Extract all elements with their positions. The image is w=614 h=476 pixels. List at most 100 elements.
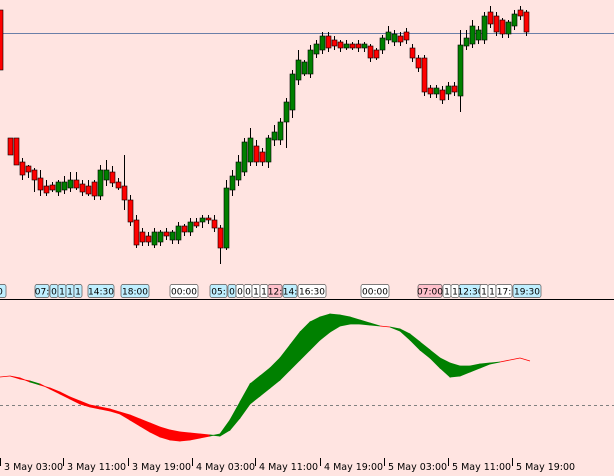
session-tag-box (209, 284, 228, 298)
candle-body (7, 137, 14, 156)
ribbon-segment (39, 383, 51, 390)
session-tag-box (169, 284, 199, 298)
candle-body (301, 61, 308, 75)
oscillator-ribbon (0, 313, 531, 442)
session-tag: 00:00 (169, 284, 199, 298)
ribbon-segment (159, 426, 171, 441)
candle (91, 180, 98, 200)
candle (409, 44, 416, 62)
candle (499, 18, 506, 38)
candle-body (511, 13, 518, 27)
ribbon-segment (509, 357, 521, 361)
candle-body (217, 227, 224, 249)
candle-body (247, 137, 254, 163)
candle-body (421, 57, 428, 93)
time-axis-text: 5 May 11:00 (452, 462, 511, 473)
candle-body (133, 219, 140, 246)
candle-body (487, 11, 494, 25)
candle (331, 36, 338, 50)
ribbon-segment (329, 313, 341, 333)
candle-body (259, 151, 266, 163)
candle-body (289, 73, 296, 111)
candle-body (397, 35, 404, 43)
candle (391, 30, 398, 46)
candle (355, 40, 362, 52)
candle (121, 155, 128, 210)
candle-body (283, 101, 290, 123)
session-tag: 19:30 (512, 284, 542, 298)
session-tag: 00:00 (360, 284, 390, 298)
session-tag-box (495, 284, 513, 298)
candle (247, 128, 254, 166)
session-tag: 0 (235, 284, 245, 298)
ribbon-segment (459, 365, 471, 377)
candle-body (205, 217, 212, 221)
candle (175, 222, 182, 244)
candle-body (163, 231, 170, 237)
ribbon-segment (369, 322, 381, 327)
candle (169, 230, 176, 244)
indicator-pane[interactable] (0, 313, 614, 442)
time-axis-label: 3 May 19:00 (128, 458, 191, 473)
candle-body (451, 85, 458, 93)
ribbon-segment (139, 418, 151, 433)
candle-body (475, 29, 482, 41)
candle (85, 180, 92, 196)
ribbon-segment (289, 330, 301, 371)
candle (61, 176, 68, 194)
candle-body (19, 161, 26, 176)
candle-body (361, 43, 368, 49)
candle-body (241, 141, 248, 173)
ribbon-segment (269, 357, 281, 389)
session-tag-label: 1 (253, 288, 259, 298)
session-tag: 1 (73, 284, 83, 298)
ribbon-segment (259, 367, 271, 397)
ribbon-segment (249, 375, 261, 405)
candle (307, 45, 314, 78)
session-tag-box (297, 284, 327, 298)
candle (295, 50, 302, 85)
candle-body (271, 131, 278, 141)
ribbon-segment (419, 341, 431, 359)
candle-body (427, 87, 434, 95)
ribbon-segment (59, 391, 71, 400)
ribbon-segment (199, 433, 211, 439)
candle-body (37, 177, 44, 191)
session-tag-label: 1 (489, 288, 495, 298)
candle-body (73, 179, 80, 189)
ribbon-segment (209, 433, 221, 437)
session-tag-label: 0 (51, 288, 57, 298)
candle-body (79, 183, 86, 193)
candle (259, 148, 266, 166)
session-tag-label: 14: (283, 288, 297, 298)
session-tag-box (0, 284, 7, 298)
candle-body (403, 31, 410, 41)
session-tag-label: 07:00 (417, 288, 443, 298)
ribbon-segment (229, 400, 241, 432)
candle (55, 180, 62, 196)
candle (0, 9, 4, 71)
candle-body (391, 33, 398, 43)
session-tag-label: 0 (245, 288, 251, 298)
candle (283, 98, 290, 148)
candle (37, 170, 44, 196)
candle (115, 178, 122, 190)
ribbon-segment (359, 319, 371, 326)
price-pane[interactable] (0, 6, 614, 264)
time-axis-text: 5 May 19:00 (516, 462, 575, 473)
candle (139, 228, 146, 246)
candle-body (367, 45, 374, 59)
ribbon-segment (79, 400, 91, 408)
candle (157, 230, 164, 246)
candle (385, 26, 392, 44)
candle-body (121, 185, 128, 201)
candle (469, 20, 476, 48)
candle (517, 6, 524, 20)
session-tag-label: 00:00 (362, 288, 388, 298)
session-tag-label: 07: (35, 288, 49, 298)
candle-body (175, 225, 182, 241)
ribbon-segment (479, 362, 491, 369)
ribbon-segment (319, 313, 331, 341)
